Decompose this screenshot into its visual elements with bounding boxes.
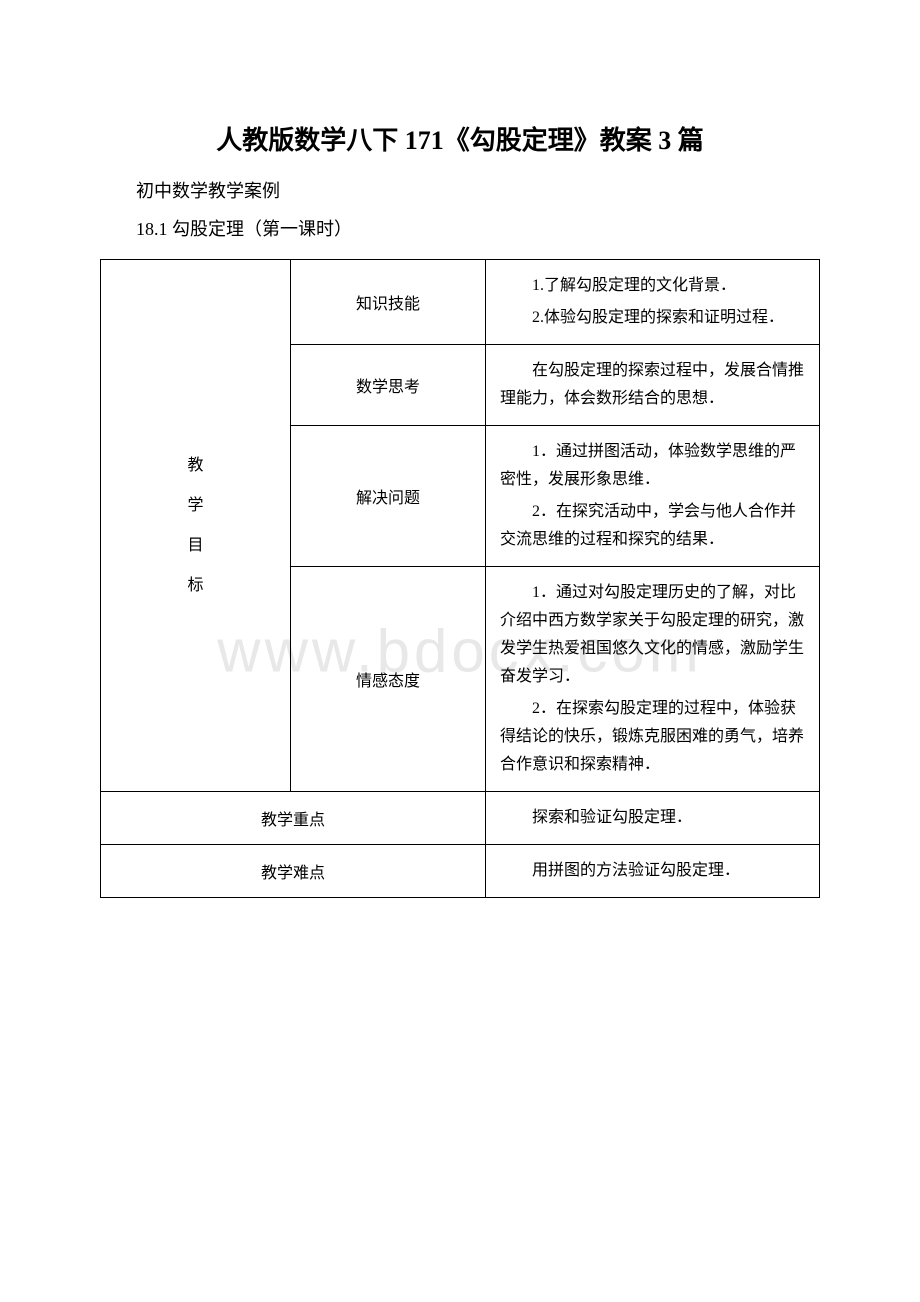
sublabel-cell: 解决问题 [291,426,486,567]
sublabel-cell: 情感态度 [291,567,486,792]
difficulty-content-cell: 用拼图的方法验证勾股定理． [486,845,820,898]
intro-text: 初中数学教学案例 [100,177,820,203]
content-paragraph: 探索和验证勾股定理． [500,804,805,832]
lesson-text: 18.1 勾股定理（第一课时） [100,215,820,241]
table-row: 教 学 目 标 知识技能 1.了解勾股定理的文化背景． 2.体验勾股定理的探索和… [101,260,820,345]
label-char: 教 [115,446,276,486]
difficulty-label-cell: 教学难点 [101,845,486,898]
table-row: 教学重点 探索和验证勾股定理． [101,792,820,845]
document-title: 人教版数学八下 171《勾股定理》教案 3 篇 [100,120,820,157]
lesson-plan-table: 教 学 目 标 知识技能 1.了解勾股定理的文化背景． 2.体验勾股定理的探索和… [100,259,820,898]
content-paragraph: 用拼图的方法验证勾股定理． [500,857,805,885]
content-cell: 1．通过拼图活动，体验数学思维的严密性，发展形象思维． 2．在探究活动中，学会与… [486,426,820,567]
content-paragraph: 1．通过对勾股定理历史的了解，对比介绍中西方数学家关于勾股定理的研究，激发学生热… [500,579,805,691]
label-char: 学 [115,486,276,526]
keypoint-label-cell: 教学重点 [101,792,486,845]
content-paragraph: 1.了解勾股定理的文化背景． [500,272,805,300]
document-content: 人教版数学八下 171《勾股定理》教案 3 篇 初中数学教学案例 18.1 勾股… [100,120,820,898]
content-cell: 在勾股定理的探索过程中，发展合情推理能力，体会数形结合的思想． [486,345,820,426]
content-paragraph: 在勾股定理的探索过程中，发展合情推理能力，体会数形结合的思想． [500,357,805,413]
main-label-cell: 教 学 目 标 [101,260,291,792]
sublabel-cell: 知识技能 [291,260,486,345]
label-char: 标 [115,566,276,606]
content-paragraph: 2.体验勾股定理的探索和证明过程． [500,304,805,332]
label-char: 目 [115,526,276,566]
content-paragraph: 2．在探究活动中，学会与他人合作并交流思维的过程和探究的结果． [500,498,805,554]
content-paragraph: 2．在探索勾股定理的过程中，体验获得结论的快乐，锻炼克服困难的勇气，培养合作意识… [500,695,805,779]
table-row: 教学难点 用拼图的方法验证勾股定理． [101,845,820,898]
keypoint-content-cell: 探索和验证勾股定理． [486,792,820,845]
sublabel-cell: 数学思考 [291,345,486,426]
content-cell: 1.了解勾股定理的文化背景． 2.体验勾股定理的探索和证明过程． [486,260,820,345]
content-cell: 1．通过对勾股定理历史的了解，对比介绍中西方数学家关于勾股定理的研究，激发学生热… [486,567,820,792]
content-paragraph: 1．通过拼图活动，体验数学思维的严密性，发展形象思维． [500,438,805,494]
